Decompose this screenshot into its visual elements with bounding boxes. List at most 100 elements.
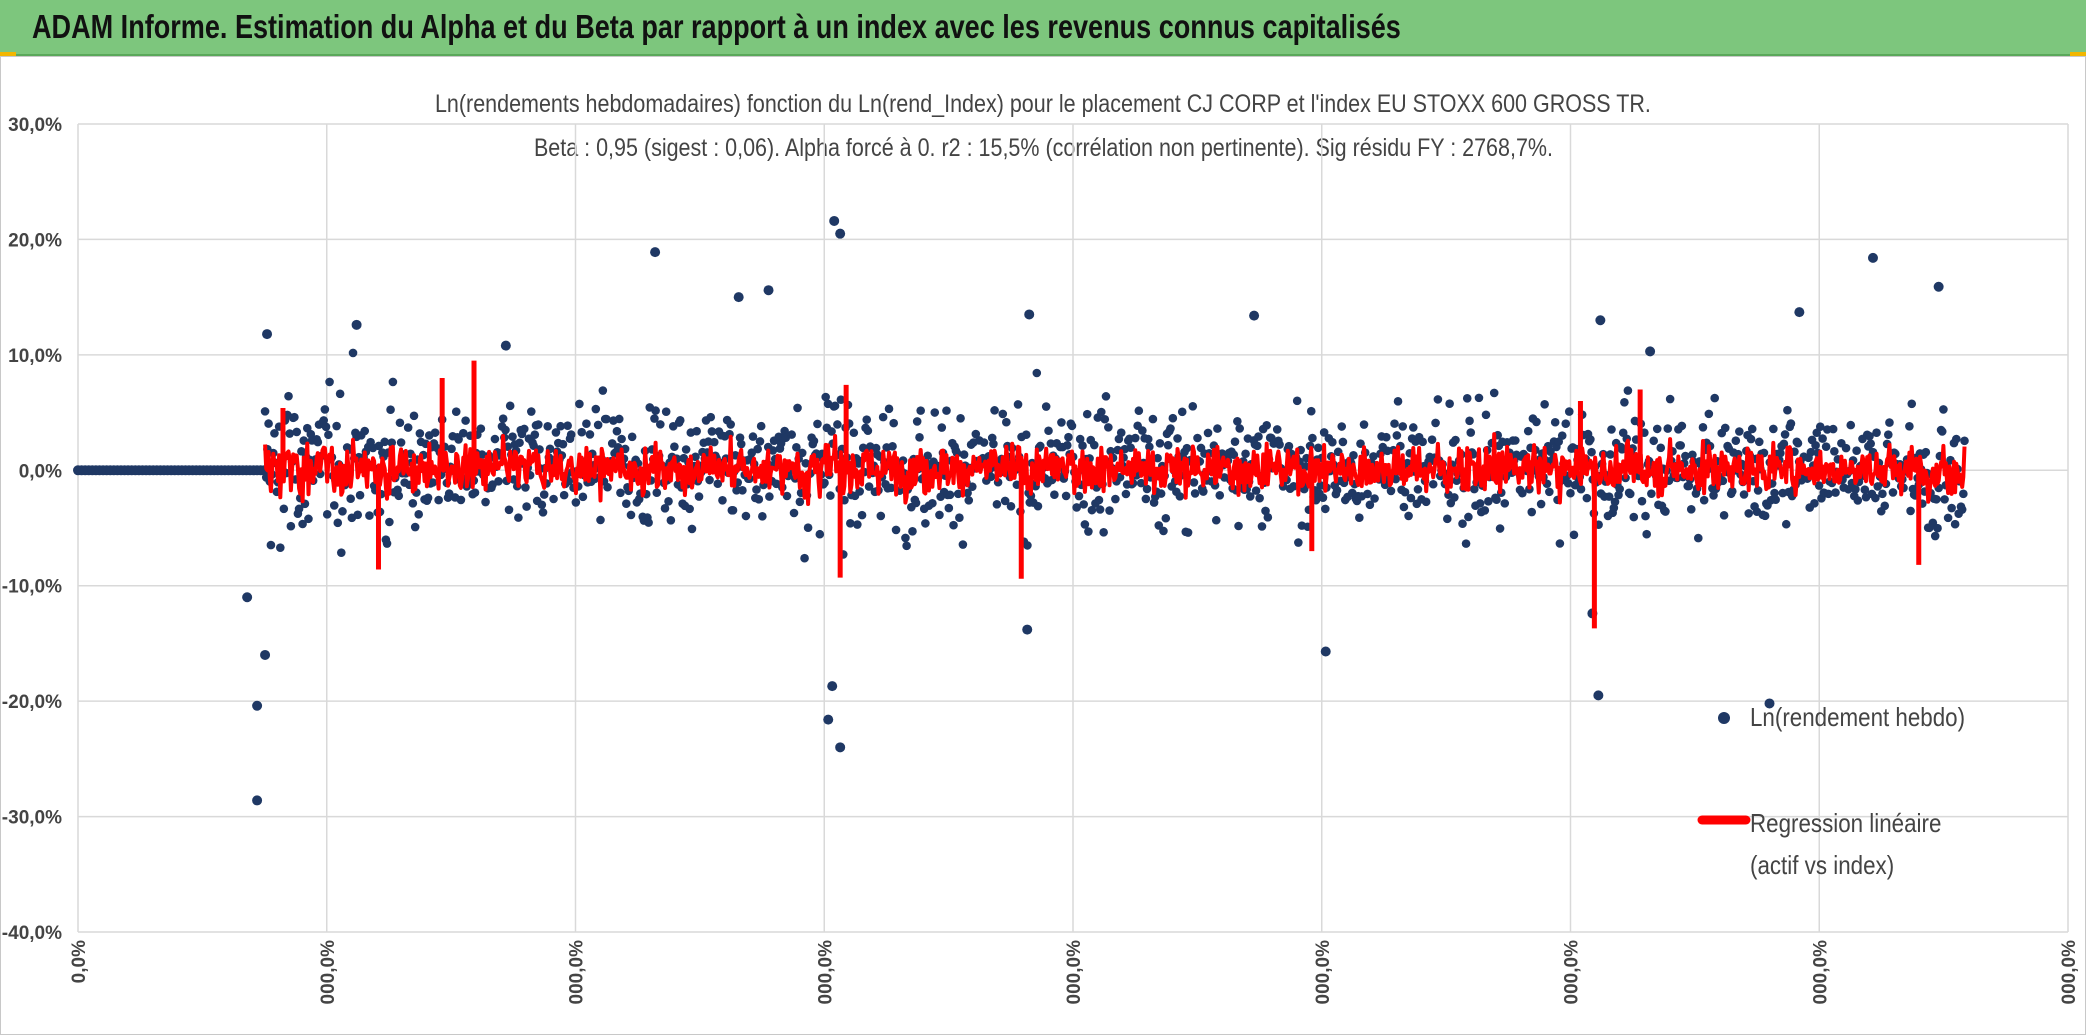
data-point: [1637, 496, 1647, 506]
data-point: [284, 391, 293, 401]
data-point: [1356, 439, 1365, 448]
data-point: [1907, 399, 1917, 409]
data-point: [1421, 497, 1431, 507]
data-point: [1153, 453, 1162, 463]
data-point: [912, 417, 922, 426]
data-point: [827, 427, 836, 436]
outlier-point: [1320, 646, 1331, 657]
data-point: [1182, 443, 1192, 453]
data-point: [1959, 489, 1968, 499]
data-point: [543, 422, 553, 431]
data-point: [566, 430, 576, 439]
data-point: [1087, 505, 1097, 515]
data-point: [1452, 476, 1461, 486]
data-point: [813, 419, 822, 429]
data-point: [1851, 484, 1860, 494]
data-point: [1095, 505, 1105, 514]
data-point: [447, 444, 456, 454]
data-point: [1484, 497, 1493, 506]
data-point: [797, 448, 807, 458]
data-point: [692, 426, 701, 436]
data-point: [286, 521, 296, 531]
data-point: [836, 395, 846, 404]
regression-series: [263, 360, 1967, 629]
data-point: [315, 469, 325, 479]
outlier-point: [823, 714, 834, 725]
data-point: [530, 430, 540, 439]
data-point: [396, 438, 406, 447]
data-point: [313, 437, 323, 447]
data-point: [1860, 485, 1870, 495]
data-point: [1677, 421, 1687, 431]
data-point: [1569, 530, 1579, 540]
data-point: [1233, 416, 1242, 426]
data-point: [1720, 423, 1730, 433]
data-point: [591, 404, 601, 414]
data-point: [264, 419, 273, 428]
data-point: [888, 442, 897, 451]
data-point: [1229, 450, 1239, 460]
data-point: [1404, 511, 1413, 521]
data-point: [1841, 443, 1851, 453]
data-point: [1940, 495, 1949, 504]
x-tick-label: 000,0%: [2059, 940, 2080, 1005]
data-point: [1939, 405, 1948, 414]
data-point: [1686, 505, 1696, 514]
data-point: [1815, 422, 1825, 431]
data-point: [1101, 392, 1111, 401]
data-point: [355, 490, 365, 500]
data-point: [1338, 437, 1348, 447]
data-point: [1576, 484, 1586, 494]
data-point: [617, 434, 626, 444]
data-point: [1500, 499, 1510, 508]
data-point: [1783, 405, 1792, 415]
grid-lines: [77, 123, 2069, 933]
data-point: [755, 437, 765, 446]
data-point: [549, 494, 558, 504]
data-point: [556, 421, 565, 431]
data-point: [1661, 507, 1670, 516]
data-point: [782, 491, 792, 501]
data-point: [1116, 428, 1126, 437]
data-point: [955, 513, 964, 523]
data-point: [1141, 494, 1151, 504]
data-point: [685, 504, 694, 514]
data-point: [534, 420, 543, 429]
data-point: [681, 445, 691, 454]
data-point: [394, 491, 404, 501]
data-point: [846, 519, 855, 528]
data-point: [971, 429, 981, 439]
data-point: [1370, 494, 1379, 503]
data-point: [626, 510, 636, 520]
data-point: [1067, 421, 1077, 431]
data-point: [1810, 499, 1819, 508]
data-point: [270, 429, 279, 438]
data-point: [1872, 428, 1881, 437]
data-point: [504, 505, 514, 515]
data-point: [1466, 428, 1476, 437]
data-point: [1586, 435, 1595, 444]
data-point: [1234, 521, 1243, 531]
data-point: [353, 510, 363, 520]
data-point: [889, 418, 899, 428]
data-point: [687, 524, 697, 534]
data-point: [322, 510, 332, 519]
data-point: [1245, 492, 1255, 501]
data-point: [602, 414, 611, 424]
y-tick-label: -20,0%: [2, 692, 62, 713]
data-point: [1550, 417, 1560, 427]
data-point: [787, 430, 796, 439]
data-point: [614, 414, 624, 424]
data-point: [1321, 504, 1330, 514]
data-point: [1555, 539, 1565, 548]
data-point: [863, 426, 873, 436]
data-point: [1623, 386, 1633, 395]
data-point: [551, 428, 561, 437]
data-point: [481, 497, 490, 507]
data-point: [1126, 443, 1135, 452]
data-point: [908, 527, 917, 536]
data-point: [1050, 490, 1059, 500]
data-point: [324, 430, 333, 440]
data-point: [979, 438, 989, 447]
data-point: [652, 488, 662, 498]
